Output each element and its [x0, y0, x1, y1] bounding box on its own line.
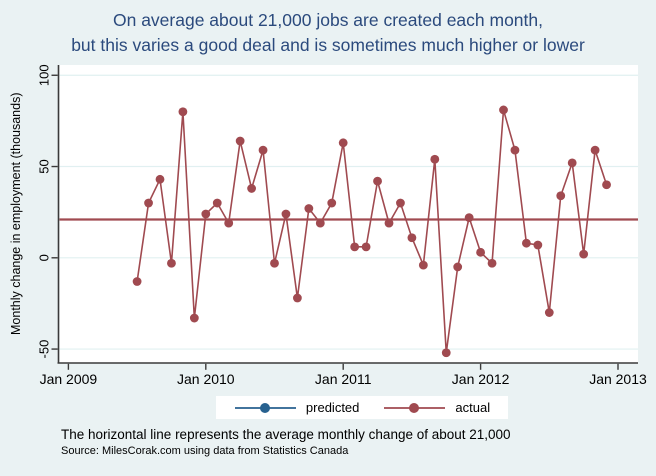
- data-point-marker: [327, 198, 337, 208]
- data-point-marker: [476, 247, 485, 257]
- y-tick-label: 50: [36, 159, 51, 173]
- data-point-marker: [396, 198, 405, 208]
- data-point-marker: [407, 233, 417, 243]
- data-point-marker: [533, 240, 543, 250]
- data-point-marker: [361, 242, 371, 252]
- x-tick-label: Jan 2011: [315, 371, 372, 387]
- plot-background: [59, 65, 638, 363]
- predicted-line-marker-icon: [234, 402, 296, 413]
- chart-title-line2: but this varies a good deal and is somet…: [71, 35, 585, 55]
- actual-line-marker-icon: [384, 402, 446, 413]
- data-point-marker: [247, 184, 256, 193]
- data-point-marker: [430, 154, 440, 164]
- data-point-marker: [544, 308, 554, 317]
- data-point-marker: [224, 218, 234, 228]
- data-point-marker: [510, 145, 520, 155]
- data-point-marker: [499, 105, 508, 115]
- data-point-marker: [258, 145, 268, 155]
- x-tick-label: Jan 2013: [589, 371, 647, 387]
- data-point-marker: [602, 180, 611, 190]
- data-point-marker: [522, 238, 531, 248]
- data-point-marker: [201, 209, 211, 219]
- data-point-marker: [212, 198, 222, 208]
- data-point-marker: [350, 242, 360, 252]
- data-point-marker: [235, 136, 245, 146]
- x-tick-label: Jan 2012: [452, 371, 510, 387]
- data-point-marker: [567, 158, 577, 168]
- x-tick-label: Jan 2009: [40, 371, 98, 387]
- data-point-marker: [315, 218, 325, 228]
- data-point-marker: [418, 260, 428, 270]
- data-point-marker: [132, 277, 142, 286]
- data-point-marker: [293, 293, 302, 303]
- horizontal-line-note: The horizontal line represents the avera…: [61, 427, 511, 442]
- y-tick-label: 100: [36, 64, 51, 86]
- data-point-marker: [441, 348, 451, 358]
- y-tick-label: -50: [36, 340, 51, 359]
- data-point-marker: [338, 138, 348, 148]
- y-tick-label: 0: [36, 254, 51, 261]
- legend-item-predicted: predicted: [234, 400, 359, 415]
- data-point-marker: [453, 262, 463, 272]
- data-point-marker: [178, 107, 188, 117]
- data-point-marker: [304, 204, 314, 213]
- data-point-marker: [556, 191, 566, 201]
- source-note: Source: MilesCorak.com using data from S…: [61, 445, 349, 457]
- legend-label-actual: actual: [455, 400, 491, 415]
- data-point-marker: [144, 198, 153, 208]
- data-point-marker: [487, 258, 497, 268]
- legend-item-actual: actual: [383, 400, 490, 415]
- data-point-marker: [373, 176, 382, 186]
- chart-title-line1: On average about 21,000 jobs are created…: [112, 10, 543, 30]
- y-axis-title: Monthly change in employment (thousands): [9, 93, 23, 336]
- legend-label-predicted: predicted: [305, 400, 360, 415]
- legend: predicted actual: [216, 396, 508, 419]
- data-point-marker: [590, 145, 600, 155]
- data-point-marker: [464, 213, 474, 223]
- data-point-marker: [281, 209, 291, 219]
- data-point-marker: [579, 249, 589, 259]
- data-point-marker: [270, 258, 279, 268]
- x-tick-label: Jan 2010: [177, 371, 235, 387]
- data-point-marker: [167, 258, 176, 268]
- data-point-marker: [384, 218, 394, 228]
- data-point-marker: [189, 313, 199, 323]
- data-point-marker: [155, 174, 165, 184]
- chart-title: On average about 21,000 jobs are created…: [0, 8, 656, 58]
